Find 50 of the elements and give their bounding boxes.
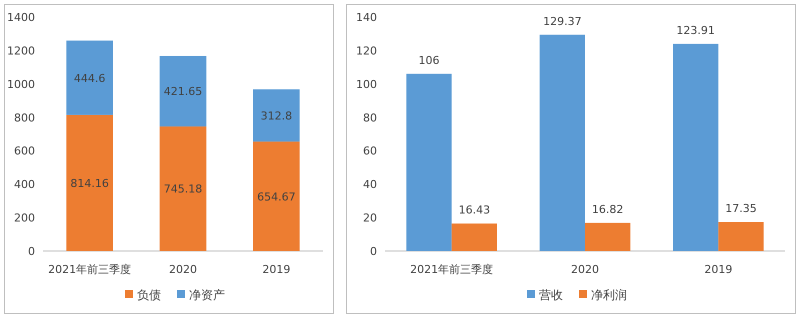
y-tick-label: 400 <box>14 178 35 192</box>
bar <box>160 126 206 251</box>
data-label: 814.16 <box>70 176 109 190</box>
y-tick-label: 800 <box>14 111 35 124</box>
data-label: 129.37 <box>543 14 582 28</box>
y-tick-label: 140 <box>356 11 377 24</box>
bar <box>253 89 300 142</box>
y-tick-label: 120 <box>356 44 377 58</box>
data-label: 444.6 <box>74 72 106 85</box>
x-tick-label: 2020 <box>571 263 599 276</box>
bar <box>452 224 497 251</box>
data-label: 16.82 <box>592 202 624 216</box>
x-tick-label: 2021年前三季度 <box>410 263 494 276</box>
bar <box>160 56 206 126</box>
data-label: 312.8 <box>260 109 292 122</box>
bar <box>66 40 113 115</box>
x-tick-label: 2019 <box>262 263 290 276</box>
data-label: 17.35 <box>725 202 757 215</box>
y-tick-label: 20 <box>363 212 377 225</box>
data-label: 123.91 <box>676 24 715 37</box>
x-tick-label: 2020 <box>169 263 197 276</box>
y-tick-label: 40 <box>363 178 377 192</box>
y-tick-label: 1400 <box>7 11 35 24</box>
legend-label: 净资产 <box>189 288 225 302</box>
data-label: 421.65 <box>164 85 202 98</box>
bar <box>406 74 452 251</box>
y-tick-label: 0 <box>370 245 377 258</box>
y-tick-label: 200 <box>14 212 35 225</box>
y-tick-label: 60 <box>363 144 377 158</box>
legend-label: 负债 <box>137 288 161 302</box>
bar <box>718 222 764 251</box>
bar <box>673 44 718 251</box>
data-label: 654.67 <box>257 190 296 204</box>
legend-label: 净利润 <box>591 288 627 302</box>
y-tick-label: 600 <box>14 144 35 158</box>
bar <box>66 114 113 251</box>
bar <box>540 34 585 251</box>
x-tick-label: 2019 <box>704 263 732 276</box>
bar <box>585 222 630 251</box>
y-tick-label: 0 <box>28 245 35 258</box>
bar <box>253 142 300 251</box>
data-label: 16.43 <box>458 204 490 217</box>
legend-label: 营收 <box>539 288 563 302</box>
y-tick-label: 1200 <box>7 44 35 58</box>
x-tick-label: 2021年前三季度 <box>48 263 132 276</box>
data-label: 745.18 <box>164 182 202 196</box>
data-label: 106 <box>418 54 440 67</box>
y-tick-label: 100 <box>356 78 377 91</box>
y-tick-label: 80 <box>363 111 377 124</box>
y-tick-label: 1000 <box>7 78 35 91</box>
